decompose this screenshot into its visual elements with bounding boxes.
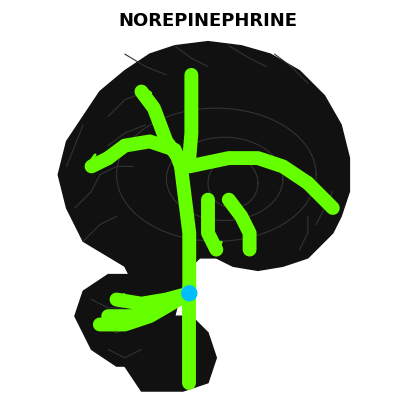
Text: NOREPINEPHRINE: NOREPINEPHRINE — [119, 12, 297, 30]
Circle shape — [182, 286, 197, 301]
Polygon shape — [75, 275, 175, 366]
Polygon shape — [58, 42, 349, 341]
Polygon shape — [125, 316, 216, 391]
